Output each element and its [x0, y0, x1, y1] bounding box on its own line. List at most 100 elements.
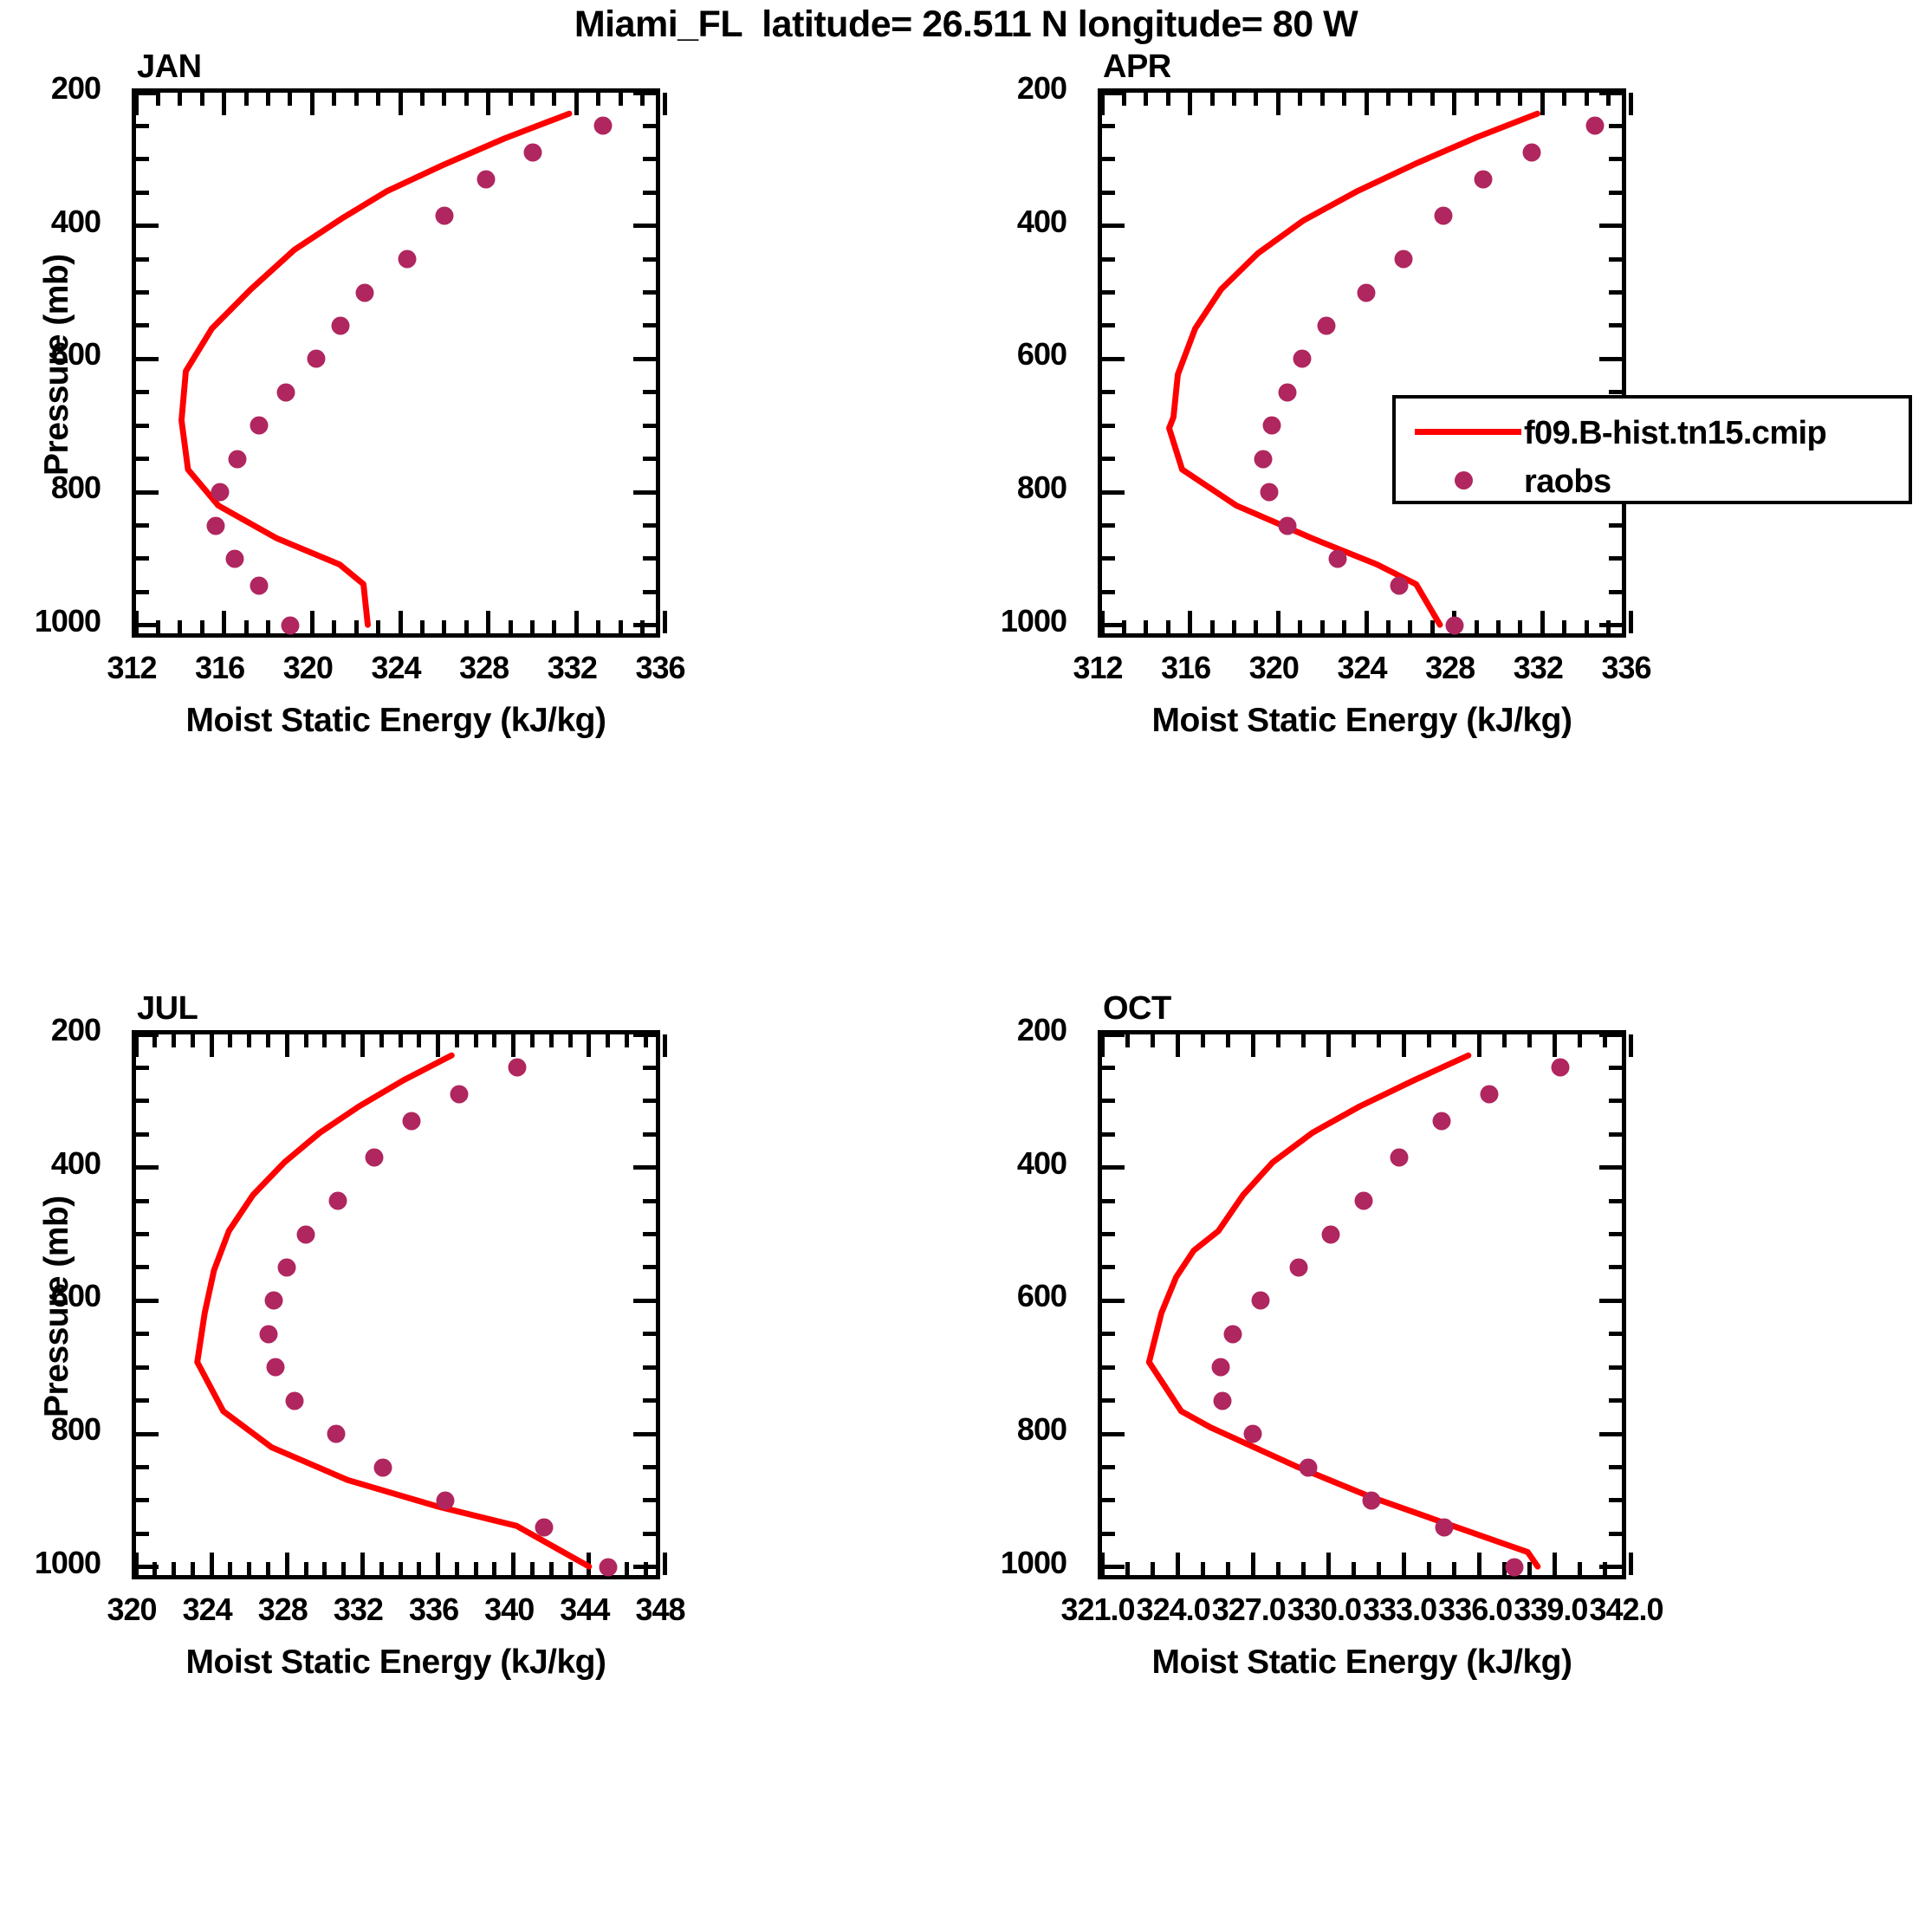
x-tick-minor — [353, 93, 359, 106]
y-tick-minor — [136, 1065, 149, 1070]
plot-area — [132, 88, 667, 638]
x-tick-minor — [1165, 620, 1170, 633]
y-tick-label: 800 — [1016, 1411, 1067, 1448]
x-tick-minor — [247, 1562, 252, 1575]
x-tick-minor — [1562, 93, 1567, 106]
x-tick-minor — [155, 93, 160, 106]
y-tick-minor — [1102, 323, 1115, 328]
x-tick-minor — [1254, 620, 1259, 633]
y-tick-label: 1000 — [1000, 602, 1067, 639]
x-tick-minor — [1165, 93, 1170, 106]
raobs-marker — [1211, 1358, 1230, 1377]
model-line-series — [178, 110, 573, 628]
x-tick-minor — [419, 93, 425, 106]
x-tick-minor — [1527, 1034, 1533, 1047]
y-tick-major — [1599, 1565, 1622, 1570]
raobs-marker — [1505, 1558, 1524, 1577]
raobs-marker — [523, 143, 541, 162]
y-tick-minor — [1102, 457, 1115, 462]
x-tick-minor — [1121, 93, 1126, 106]
legend-item: f09.B-hist.tn15.cmip — [1396, 409, 1909, 452]
x-tick-label: 320 — [282, 650, 334, 685]
raobs-marker — [1357, 283, 1376, 302]
x-tick-major — [284, 1553, 289, 1575]
y-tick-minor — [1609, 1265, 1622, 1270]
y-tick-minor — [136, 1099, 149, 1104]
x-tick-major — [1099, 611, 1105, 633]
raobs-marker — [1354, 1191, 1373, 1210]
y-tick-major — [1599, 1032, 1622, 1037]
y-tick-minor — [1102, 1498, 1115, 1503]
x-tick-major — [133, 1553, 139, 1575]
x-tick-major — [360, 1034, 365, 1057]
x-tick-minor — [442, 620, 447, 633]
y-tick-minor — [1102, 1131, 1115, 1137]
y-tick-minor — [1609, 589, 1622, 594]
x-tick-label: 316 — [1161, 650, 1211, 685]
x-axis-title: Moist Static Energy (kJ/kg) — [185, 702, 606, 739]
x-tick-minor — [1275, 1562, 1280, 1575]
x-tick-minor — [266, 1562, 270, 1575]
y-tick-label: 200 — [1016, 1012, 1067, 1047]
x-tick-label: 321.0 — [1060, 1592, 1135, 1627]
x-tick-minor — [1377, 1562, 1382, 1575]
raobs-marker — [285, 1391, 304, 1410]
x-tick-minor — [303, 1034, 308, 1047]
y-tick-minor — [1609, 323, 1622, 328]
x-tick-major — [1477, 1034, 1482, 1057]
x-tick-label: 332 — [333, 1592, 384, 1627]
x-tick-minor — [530, 620, 535, 633]
x-tick-minor — [172, 1034, 177, 1047]
x-tick-minor — [1300, 1562, 1306, 1575]
x-tick-minor — [190, 1034, 195, 1047]
x-tick-major — [486, 611, 491, 633]
y-tick-minor — [136, 556, 149, 561]
x-tick-minor — [1125, 1034, 1130, 1047]
y-tick-minor — [136, 390, 149, 395]
x-tick-minor — [1584, 93, 1589, 106]
x-tick-major — [662, 1034, 667, 1057]
x-tick-minor — [417, 1034, 422, 1047]
x-tick-major — [1553, 1034, 1558, 1057]
y-tick-label: 1000 — [34, 1544, 101, 1580]
x-tick-minor — [178, 620, 183, 633]
x-tick-minor — [1427, 1034, 1432, 1047]
raobs-marker — [327, 1424, 346, 1443]
y-tick-minor — [1102, 1198, 1115, 1203]
x-tick-minor — [1300, 1034, 1306, 1047]
x-tick-minor — [1496, 620, 1501, 633]
x-tick-label: 332 — [1513, 650, 1564, 685]
x-tick-minor — [1527, 1562, 1533, 1575]
x-tick-label: 336.0 — [1438, 1592, 1513, 1627]
y-tick-major — [633, 1032, 656, 1037]
raobs-marker — [535, 1518, 554, 1537]
y-tick-minor — [136, 190, 149, 195]
y-tick-minor — [1102, 1099, 1115, 1104]
legend-item-label: raobs — [1524, 464, 1611, 500]
y-tick-minor — [1102, 123, 1115, 128]
y-tick-minor — [136, 123, 149, 128]
x-tick-minor — [1342, 93, 1347, 106]
plot-area — [1098, 1030, 1633, 1579]
x-tick-minor — [567, 1562, 573, 1575]
y-tick-label: 200 — [1016, 70, 1067, 106]
y-tick-minor — [643, 1198, 656, 1203]
x-tick-minor — [266, 93, 270, 106]
y-tick-label: 800 — [50, 470, 101, 506]
x-tick-minor — [228, 1034, 233, 1047]
y-tick-minor — [1102, 1265, 1115, 1270]
x-tick-minor — [1232, 93, 1236, 106]
model-line-series — [1166, 110, 1540, 628]
x-tick-major — [1099, 1553, 1105, 1575]
x-tick-minor — [1562, 620, 1567, 633]
raobs-marker — [307, 349, 326, 368]
x-tick-label: 324 — [182, 1592, 233, 1627]
y-tick-minor — [643, 1365, 656, 1370]
y-tick-minor — [1609, 157, 1622, 162]
y-tick-major — [1102, 224, 1125, 229]
x-tick-major — [662, 1553, 667, 1575]
y-tick-minor — [643, 323, 656, 328]
x-tick-minor — [1254, 93, 1259, 106]
x-tick-minor — [228, 1562, 233, 1575]
y-tick-major — [633, 1165, 656, 1170]
